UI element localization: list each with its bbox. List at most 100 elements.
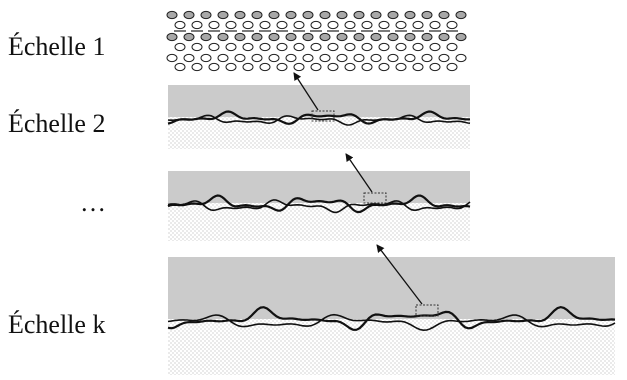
- particle: [429, 42, 441, 52]
- particle: [191, 20, 203, 30]
- particle: [344, 20, 356, 30]
- scale-label-1: Échelle 1: [8, 32, 106, 61]
- scale-k-zoom-box: [415, 304, 439, 317]
- scale-label-ellipsis: …: [80, 188, 106, 217]
- particle: [174, 20, 186, 30]
- particle: [259, 42, 271, 52]
- particle: [259, 62, 271, 72]
- particle: [310, 42, 322, 52]
- scale-2-gray-band: [168, 85, 470, 117]
- particle: [217, 10, 229, 20]
- scale-k-profile-lower: [167, 313, 616, 332]
- scale-mid-panel: [167, 171, 471, 241]
- scale-2-profile-upper: [167, 110, 471, 125]
- scale-k-stipple-band: [168, 319, 615, 375]
- particle: [302, 32, 314, 42]
- particle: [361, 20, 373, 30]
- particle: [344, 42, 356, 52]
- particle: [455, 32, 467, 42]
- scale-2-stipple-band: [168, 117, 470, 149]
- particle: [361, 62, 373, 72]
- particle: [268, 32, 280, 42]
- particle: [234, 32, 246, 42]
- particle: [421, 53, 433, 63]
- scale-2-zoom-box: [311, 110, 335, 122]
- particle: [234, 53, 246, 63]
- particle: [455, 10, 467, 20]
- particle: [378, 42, 390, 52]
- particle: [412, 20, 424, 30]
- scale-mid-profile-upper: [167, 194, 471, 214]
- particle: [446, 62, 458, 72]
- particle: [310, 62, 322, 72]
- particle: [166, 53, 178, 63]
- particle: [404, 53, 416, 63]
- particle: [319, 53, 331, 63]
- particle: [327, 20, 339, 30]
- particle: [421, 10, 433, 20]
- particle: [191, 62, 203, 72]
- scale-2-panel: [167, 85, 471, 149]
- particle: [370, 32, 382, 42]
- particle: [336, 10, 348, 20]
- particle: [438, 53, 450, 63]
- particle: [387, 53, 399, 63]
- particle: [293, 20, 305, 30]
- particle: [234, 10, 246, 20]
- particle: [446, 42, 458, 52]
- scale-label-2: Échelle 2: [8, 109, 106, 138]
- particle: [353, 53, 365, 63]
- particle: [395, 42, 407, 52]
- particle: [293, 42, 305, 52]
- particle: [285, 10, 297, 20]
- particle: [242, 42, 254, 52]
- particle: [200, 53, 212, 63]
- particle: [319, 10, 331, 20]
- particle: [302, 53, 314, 63]
- particle: [336, 32, 348, 42]
- particle: [259, 20, 271, 30]
- particle: [438, 10, 450, 20]
- particle: [429, 62, 441, 72]
- particle: [429, 20, 441, 30]
- scale-k-profile-upper: [167, 305, 616, 331]
- particle: [208, 62, 220, 72]
- particle: [166, 32, 178, 42]
- particle: [174, 42, 186, 52]
- particle: [455, 53, 467, 63]
- particle: [404, 10, 416, 20]
- particle: [276, 62, 288, 72]
- particle: [336, 53, 348, 63]
- zoom-arrow-k-to-mid: [376, 244, 423, 305]
- scale-k-gray-band: [168, 257, 615, 319]
- scale-mid-zoom-box: [363, 192, 387, 204]
- particle: [251, 32, 263, 42]
- particle: [302, 10, 314, 20]
- particle: [387, 32, 399, 42]
- particle: [166, 10, 178, 20]
- particle: [191, 42, 203, 52]
- particle: [327, 42, 339, 52]
- scale-mid-profile-lower: [167, 199, 471, 214]
- particle: [395, 20, 407, 30]
- zoom-arrow-mid-to-scale-2: [345, 153, 373, 193]
- particle: [174, 62, 186, 72]
- particle: [412, 62, 424, 72]
- particle: [183, 32, 195, 42]
- particle: [200, 10, 212, 20]
- particle: [276, 20, 288, 30]
- particle: [251, 10, 263, 20]
- particle: [412, 42, 424, 52]
- particle: [225, 62, 237, 72]
- particle: [268, 53, 280, 63]
- particle: [353, 10, 365, 20]
- particle: [276, 42, 288, 52]
- particle: [242, 62, 254, 72]
- particle: [446, 20, 458, 30]
- particle: [327, 62, 339, 72]
- particle: [200, 32, 212, 42]
- particle: [217, 53, 229, 63]
- particle: [268, 10, 280, 20]
- particle: [251, 53, 263, 63]
